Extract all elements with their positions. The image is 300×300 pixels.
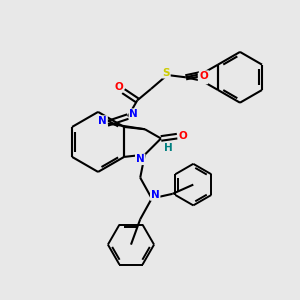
Text: O: O (178, 131, 187, 141)
Text: O: O (200, 71, 208, 81)
Text: O: O (114, 82, 123, 92)
Text: S: S (162, 68, 170, 78)
Text: N: N (98, 116, 107, 126)
Text: H: H (164, 143, 172, 153)
Text: N: N (136, 154, 145, 164)
Text: N: N (199, 74, 207, 83)
Text: N: N (151, 190, 160, 200)
Text: N: N (129, 109, 138, 119)
